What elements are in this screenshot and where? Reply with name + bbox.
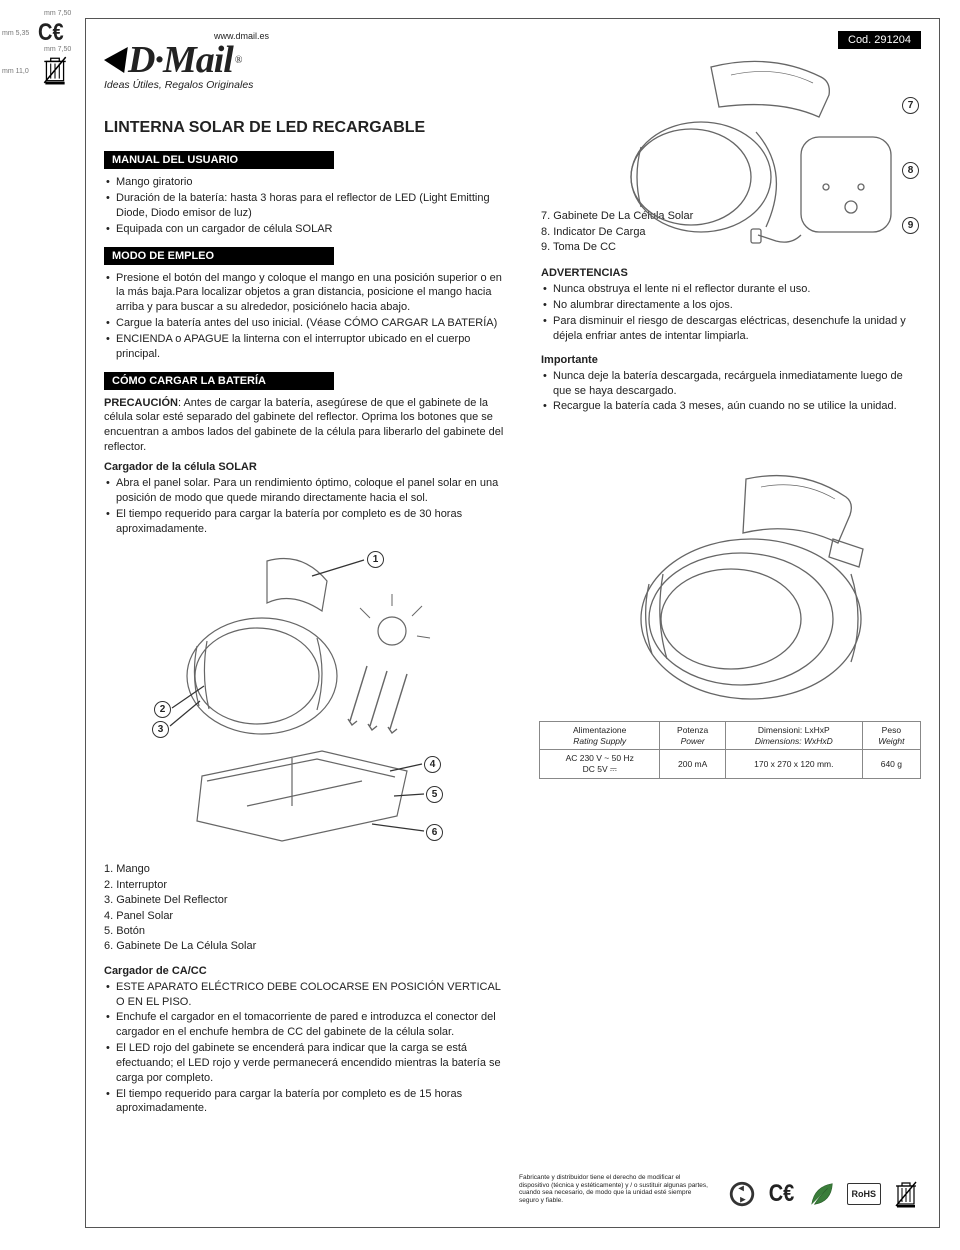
advert-list: Nunca obstruya el lente ni el reflector … (541, 282, 921, 343)
parts-list: 1. Mango 2. Interruptor 3. Gabinete Del … (104, 862, 511, 954)
manual-list: Mango giratorio Duración de la batería: … (104, 175, 511, 236)
spec-header: Dimensioni: LxHxPDimensions: WxHxD (725, 722, 862, 750)
list-item: El LED rojo del gabinete se encenderá pa… (106, 1041, 511, 1086)
crop-mm750-top: mm 7,50 (44, 10, 71, 17)
crop-mm110: mm 11,0 (2, 68, 29, 75)
list-item: Presione el botón del mango y coloque el… (106, 271, 511, 316)
list-item: ESTE APARATO ELÉCTRICO DEBE COLOCARSE EN… (106, 980, 511, 1010)
list-item: Recargue la batería cada 3 meses, aún cu… (543, 399, 921, 414)
list-item: No alumbrar directamente a los ojos. (543, 298, 921, 313)
list-item: Nunca obstruya el lente ni el reflector … (543, 282, 921, 297)
spec-header: PesoWeight (862, 722, 920, 750)
cacc-charger-list: ESTE APARATO ELÉCTRICO DEBE COLOCARSE EN… (104, 980, 511, 1117)
list-item: ENCIENDA o APAGUE la linterna con el int… (106, 332, 511, 362)
part-item: 2. Interruptor (104, 878, 511, 893)
solar-charger-heading: Cargador de la célula SOLAR (104, 461, 511, 473)
list-item: El tiempo requerido para cargar la bater… (106, 507, 511, 537)
solar-charger-list: Abra el panel solar. Para un rendimiento… (104, 476, 511, 536)
list-item: Equipada con un cargador de célula SOLAR (106, 222, 511, 237)
disclaimer-text: Fabricante y distribuidor tiene el derec… (519, 1174, 709, 1205)
page-frame: www.dmail.es D·Mail® Ideas Útiles, Regal… (85, 18, 940, 1228)
spec-cell: 200 mA (660, 750, 725, 778)
product-illustration-top: 7 8 9 (601, 57, 921, 257)
table-row: AlimentazioneRating Supply PotenzaPower … (540, 722, 921, 750)
ce-mark-icon: C€ (767, 1176, 797, 1212)
section-cargar: CÓMO CARGAR LA BATERÍA (104, 372, 334, 390)
list-item: Para disminuir el riesgo de descargas el… (543, 314, 921, 344)
callout-7: 7 (902, 97, 919, 114)
crop-mm535: mm 5,35 (2, 30, 29, 37)
weee-bin-icon (891, 1179, 921, 1209)
weee-bin-left (42, 55, 64, 81)
precaution-text: PRECAUCIÓN: Antes de cargar la batería, … (104, 396, 511, 455)
list-item: Cargue la batería antes del uso inicial.… (106, 316, 511, 331)
list-item: Duración de la batería: hasta 3 horas pa… (106, 191, 511, 221)
product-illustration-side (601, 469, 921, 709)
brand-logo: D·Mail® (104, 43, 269, 77)
modo-list: Presione el botón del mango y coloque el… (104, 271, 511, 362)
callout-8: 8 (902, 162, 919, 179)
spec-cell: AC 230 V ~ 50 Hz DC 5V ⎓ (540, 750, 660, 778)
list-item: Abra el panel solar. Para un rendimiento… (106, 476, 511, 506)
advert-heading: ADVERTENCIAS (541, 267, 921, 279)
part-item: 1. Mango (104, 862, 511, 877)
product-code-badge: Cod. 291204 (838, 31, 921, 49)
importante-list: Nunca deje la batería descargada, recárg… (541, 369, 921, 415)
callout-9: 9 (902, 217, 919, 234)
list-item: Enchufe el cargador en el tomacorriente … (106, 1010, 511, 1040)
list-item: Mango giratorio (106, 175, 511, 190)
spec-cell: 640 g (862, 750, 920, 778)
part-item: 3. Gabinete Del Reflector (104, 893, 511, 908)
part-item: 4. Panel Solar (104, 909, 511, 924)
spec-cell: 170 x 270 x 120 mm. (725, 750, 862, 778)
spec-table: AlimentazioneRating Supply PotenzaPower … (539, 721, 921, 779)
logo-text: D·Mail (128, 43, 233, 77)
importante-heading: Importante (541, 354, 921, 366)
product-illustration-mid: 1 2 3 4 5 6 (112, 546, 457, 856)
list-item: El tiempo requerido para cargar la bater… (106, 1087, 511, 1117)
table-row: AC 230 V ~ 50 Hz DC 5V ⎓ 200 mA 170 x 27… (540, 750, 921, 778)
cacc-charger-heading: Cargador de CA/CC (104, 965, 511, 977)
part-item: 6. Gabinete De La Célula Solar (104, 939, 511, 954)
section-modo: MODO DE EMPLEO (104, 247, 334, 265)
leaf-icon (807, 1179, 837, 1209)
ce-mark-left: C€ (38, 20, 64, 48)
list-item: Nunca deje la batería descargada, recárg… (543, 369, 921, 399)
certification-row: C€ RoHS (727, 1179, 922, 1209)
column-left: MANUAL DEL USUARIO Mango giratorio Durac… (104, 151, 511, 1126)
part-item: 5. Botón (104, 924, 511, 939)
spec-header: PotenzaPower (660, 722, 725, 750)
logo-triangle-icon (102, 47, 128, 73)
section-manual: MANUAL DEL USUARIO (104, 151, 334, 169)
spec-header: AlimentazioneRating Supply (540, 722, 660, 750)
crop-mm750-b: mm 7,50 (44, 46, 71, 53)
tagline: Ideas Útiles, Regalos Originales (104, 79, 269, 91)
logo-block: www.dmail.es D·Mail® Ideas Útiles, Regal… (104, 31, 269, 91)
rohs-badge: RoHS (847, 1183, 882, 1205)
recycle-icon (727, 1179, 757, 1209)
